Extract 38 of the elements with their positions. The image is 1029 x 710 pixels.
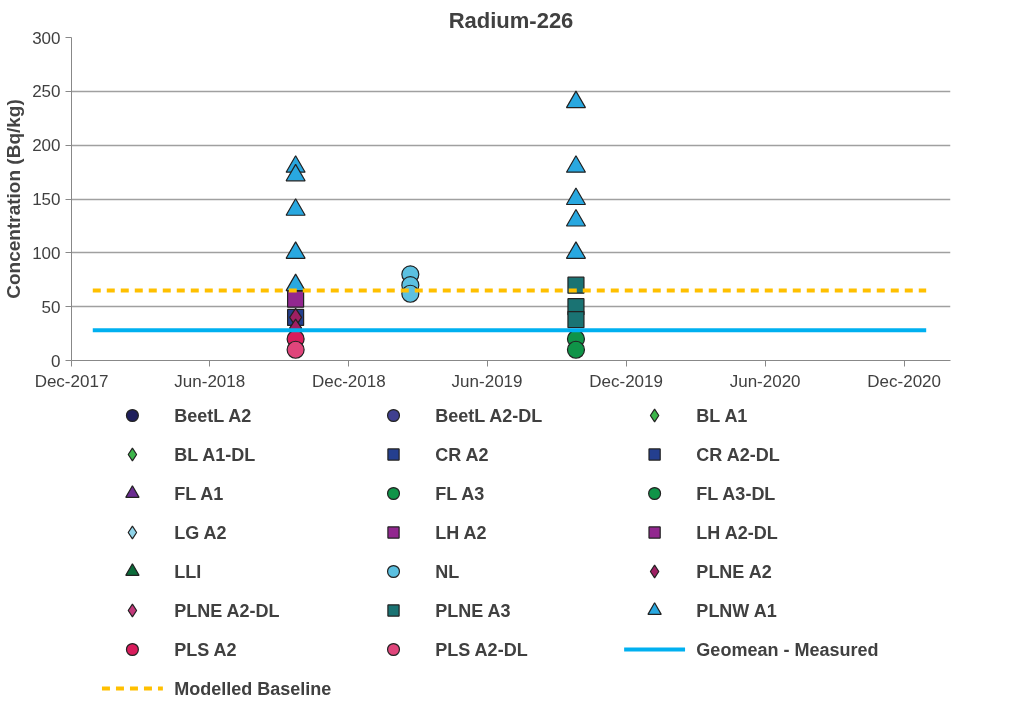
legend-label: BeetL A2: [174, 405, 252, 426]
legend-label: PLNE A2-DL: [174, 600, 280, 621]
legend-label: PLNE A2: [696, 561, 772, 582]
x-tick-label: Jun-2018: [174, 371, 246, 391]
legend-label: BeetL A2-DL: [435, 405, 543, 426]
y-tick-label: 100: [32, 243, 61, 263]
x-tick-label: Dec-2017: [34, 371, 109, 391]
y-tick-label: 50: [41, 297, 61, 317]
legend-label: PLS A2: [174, 639, 237, 660]
x-tick-label: Dec-2020: [867, 371, 942, 391]
x-tick-label: Dec-2019: [589, 371, 663, 391]
y-tick-label: 250: [32, 82, 61, 102]
y-tick-label: 200: [32, 136, 61, 156]
legend-label: Geomean - Measured: [696, 639, 879, 660]
x-tick-label: Jun-2019: [451, 371, 523, 391]
x-tick-label: Dec-2018: [311, 371, 386, 391]
legend-label: PLNW A1: [696, 600, 777, 621]
legend-label: FL A3: [435, 483, 485, 504]
legend-label: LG A2: [174, 522, 227, 543]
legend-label: CR A2: [435, 444, 489, 465]
legend-label: LH A2: [435, 522, 487, 543]
y-tick-label: 150: [32, 190, 61, 209]
x-tick-label: Jun-2020: [729, 371, 801, 391]
legend-label: BL A1: [696, 405, 748, 426]
legend-label: LLI: [174, 561, 202, 582]
legend-label: LH A2-DL: [696, 522, 778, 543]
legend-label: FL A3-DL: [696, 483, 776, 504]
legend-label: Modelled Baseline: [174, 678, 332, 699]
legend-label: PLS A2-DL: [435, 639, 528, 660]
legend-label: PLNE A3: [435, 600, 511, 621]
legend-label: NL: [435, 561, 460, 582]
chart-title: Radium-226: [448, 7, 574, 33]
legend-label: BL A1-DL: [174, 444, 256, 465]
legend-label: FL A1: [174, 483, 224, 504]
y-tick-label: 0: [51, 351, 61, 371]
legend-label: CR A2-DL: [696, 444, 780, 465]
y-tick-label: 300: [32, 28, 61, 48]
y-axis-title: Concentration (Bq/kg): [3, 99, 25, 299]
